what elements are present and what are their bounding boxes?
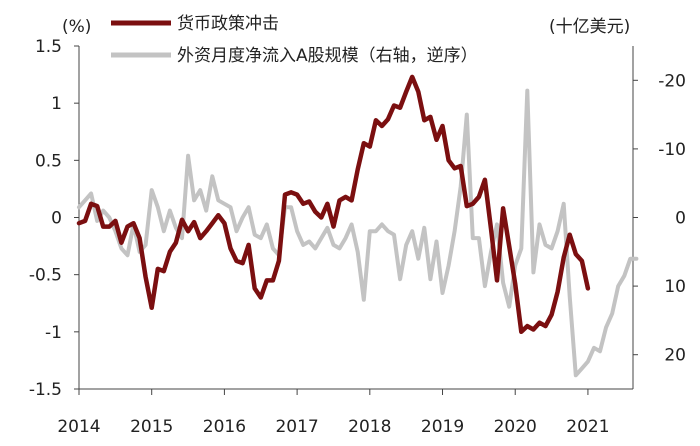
right-tick-label: 0	[675, 209, 686, 229]
right-tick-label: 10	[664, 277, 686, 297]
x-tick-label: 2014	[57, 417, 100, 437]
left-tick-label: 1	[51, 94, 62, 114]
legend: 货币政策冲击 外资月度净流入A股规模（右轴，逆序）	[111, 14, 478, 66]
series-lines	[76, 74, 639, 378]
right-axis-unit: (十亿美元)	[549, 17, 630, 37]
legend-label-policy-shock: 货币政策冲击	[177, 14, 279, 34]
left-tick-labels: 1.5 1 0.5 0 -0.5 -1 -1.5	[29, 37, 79, 400]
x-tick-label: 2018	[348, 417, 391, 437]
right-tick-label: -10	[658, 140, 686, 160]
x-tick-labels: 2014 2015 2016 2017 2018 2019 2020 2021	[57, 389, 610, 437]
legend-label-foreign-inflow: 外资月度净流入A股规模（右轴，逆序）	[177, 46, 478, 66]
left-tick-label: -1	[45, 323, 62, 343]
x-tick-label: 2015	[130, 417, 173, 437]
series-line-policy-shock	[76, 74, 591, 335]
left-axis-unit: (%)	[62, 17, 91, 37]
left-tick-label: -1.5	[29, 380, 62, 400]
left-tick-label: 0	[51, 209, 62, 229]
left-tick-label: 1.5	[35, 37, 62, 57]
right-tick-labels: -20 -10 0 10 20	[633, 71, 686, 366]
right-tick-label: -20	[658, 71, 686, 91]
left-tick-label: 0.5	[35, 151, 62, 171]
series-line-foreign-inflow	[77, 88, 639, 378]
x-tick-label: 2016	[203, 417, 246, 437]
x-tick-label: 2019	[421, 417, 464, 437]
right-tick-label: 20	[664, 346, 686, 366]
x-tick-label: 2021	[566, 417, 609, 437]
left-tick-label: -0.5	[29, 266, 62, 286]
x-tick-label: 2020	[494, 417, 537, 437]
x-tick-label: 2017	[275, 417, 318, 437]
